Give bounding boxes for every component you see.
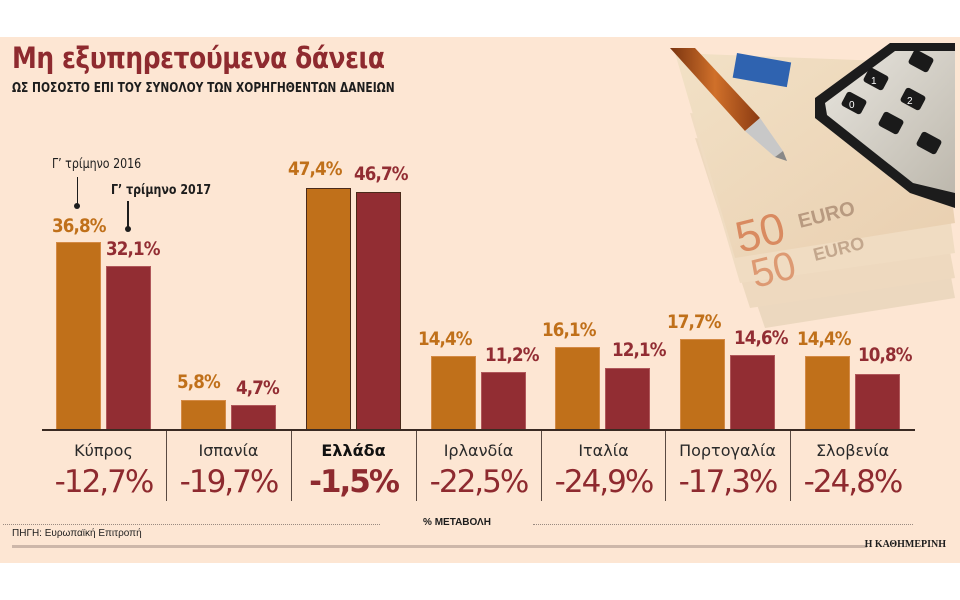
bar-slovenia-2016 — [805, 356, 850, 429]
change-cyprus: -12,7% — [54, 464, 155, 500]
svg-text:50: 50 — [731, 203, 790, 262]
legend-2017: Γ’ τρίμηνο 2017 — [111, 183, 212, 198]
dotted-rule-right — [533, 524, 913, 525]
value-greece-2017: 46,7% — [354, 163, 408, 185]
value-cyprus-2017: 32,1% — [106, 238, 160, 260]
infographic-panel: Μη εξυπηρετούμενα δάνεια ΩΣ ΠΟΣΟΣΤΟ ΕΠΙ … — [0, 37, 960, 563]
legend-2016-dot — [74, 203, 80, 209]
group-divider — [166, 431, 167, 501]
bar-greece-2017 — [356, 192, 401, 429]
category-label-ireland: Ιρλανδία — [443, 441, 514, 460]
group-divider — [291, 431, 292, 501]
chart-title: Μη εξυπηρετούμενα δάνεια — [12, 41, 385, 75]
chart-subtitle: ΩΣ ΠΟΣΟΣΤΟ ΕΠΙ ΤΟΥ ΣΥΝΟΛΟΥ ΤΩΝ ΧΟΡΗΓΗΘΕΝ… — [12, 81, 395, 96]
change-spain: -19,7% — [179, 464, 280, 500]
calculator-icon: 1 2 0 — [815, 43, 955, 208]
category-label-portugal: Πορτογαλία — [679, 441, 776, 460]
footer-rule — [12, 545, 867, 548]
percent-change-label: % ΜΕΤΑΒΟΛΗ — [423, 517, 491, 528]
group-divider — [416, 431, 417, 501]
x-axis-line — [42, 429, 915, 431]
value-portugal-2016: 17,7% — [667, 311, 721, 333]
value-slovenia-2017: 10,8% — [858, 344, 912, 366]
change-ireland: -22,5% — [429, 464, 530, 500]
source-note: ΠΗΓΗ: Ευρωπαϊκή Επιτροπή — [12, 528, 142, 539]
value-cyprus-2016: 36,8% — [52, 215, 106, 237]
legend-2017-leader — [127, 201, 129, 227]
bar-ireland-2017 — [481, 372, 526, 429]
value-spain-2016: 5,8% — [177, 371, 221, 393]
group-divider — [665, 431, 666, 501]
value-greece-2016: 47,4% — [288, 158, 342, 180]
category-label-spain: Ισπανία — [198, 441, 259, 460]
svg-text:2: 2 — [907, 96, 913, 107]
category-label-slovenia: Σλοβενία — [815, 441, 890, 460]
value-portugal-2017: 14,6% — [734, 327, 788, 349]
legend-2017-dot — [125, 226, 131, 232]
bar-slovenia-2017 — [855, 374, 900, 429]
bar-italy-2017 — [605, 368, 650, 429]
bar-spain-2016 — [181, 400, 226, 429]
change-portugal: -17,3% — [678, 464, 779, 500]
euro-banknotes-photo: 50 EURO 50 EURO 1 2 0 — [670, 43, 955, 328]
bar-spain-2017 — [231, 405, 276, 429]
bar-greece-2016 — [306, 188, 351, 429]
dotted-rule-left — [3, 524, 380, 525]
pen-icon — [670, 48, 787, 161]
value-italy-2016: 16,1% — [542, 319, 596, 341]
svg-text:0: 0 — [849, 100, 855, 111]
svg-text:50: 50 — [747, 243, 801, 296]
category-label-italy: Ιταλία — [578, 441, 629, 460]
value-italy-2017: 12,1% — [612, 339, 666, 361]
bar-cyprus-2017 — [106, 266, 151, 429]
group-divider — [541, 431, 542, 501]
bar-portugal-2016 — [680, 339, 725, 429]
bar-italy-2016 — [555, 347, 600, 429]
legend-2016: Γ’ τρίμηνο 2016 — [52, 157, 142, 172]
category-label-cyprus: Κύπρος — [74, 441, 133, 460]
value-ireland-2016: 14,4% — [418, 328, 472, 350]
svg-text:1: 1 — [871, 76, 877, 87]
change-slovenia: -24,8% — [803, 464, 904, 500]
change-greece: -1,5% — [309, 464, 400, 500]
value-ireland-2017: 11,2% — [485, 344, 539, 366]
group-divider — [790, 431, 791, 501]
legend-2016-leader — [77, 177, 78, 204]
value-spain-2017: 4,7% — [236, 377, 280, 399]
bar-portugal-2017 — [730, 355, 775, 429]
publisher-brand: Η ΚΑΘΗΜΕΡΙΝΗ — [864, 539, 946, 550]
category-label-greece: Ελλάδα — [321, 441, 386, 460]
value-slovenia-2016: 14,4% — [797, 328, 851, 350]
bar-cyprus-2016 — [56, 242, 101, 429]
change-italy: -24,9% — [554, 464, 655, 500]
bar-ireland-2016 — [431, 356, 476, 429]
